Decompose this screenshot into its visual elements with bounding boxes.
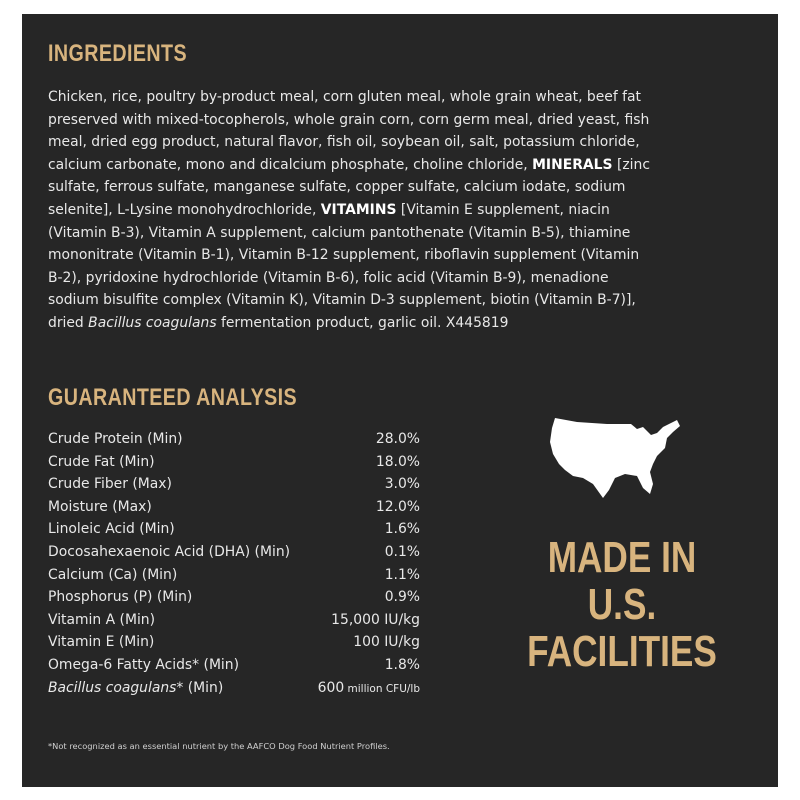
analysis-row: Omega-6 Fatty Acids* (Min) 1.8%: [48, 654, 420, 677]
analysis-row: Docosahexaenoic Acid (DHA) (Min) 0.1%: [48, 541, 420, 564]
ingredients-text: Chicken, rice, poultry by-product meal, …: [48, 86, 758, 335]
ingredients-line: sulfate, ferrous sulfate, manganese sulf…: [48, 179, 626, 196]
ingredients-fragment: dried: [48, 314, 89, 331]
made-in-usa-badge: MADE IN U.S. FACILITIES: [487, 534, 757, 675]
ingredients-line: mononitrate (Vitamin B-1), Vitamin B-12 …: [48, 247, 640, 264]
bacillus-label-italic: Bacillus coagulans: [48, 679, 177, 696]
analysis-label: Vitamin A (Min): [48, 611, 156, 628]
ingredients-fragment: selenite], L-Lysine monohydrochloride,: [48, 201, 321, 218]
analysis-row: Vitamin A (Min) 15,000 IU/kg: [48, 609, 420, 632]
analysis-value: 1.8%: [384, 656, 420, 673]
guaranteed-analysis-heading: GUARANTEED ANALYSIS: [48, 384, 298, 411]
ingredients-heading: INGREDIENTS: [48, 40, 188, 67]
analysis-value: 0.1%: [384, 543, 420, 560]
analysis-row: Bacillus coagulans* (Min) 600 million CF…: [48, 677, 420, 700]
minerals-label: MINERALS: [532, 156, 613, 173]
ingredients-line: sodium bisulfite complex (Vitamin K), Vi…: [48, 292, 636, 309]
analysis-row: Calcium (Ca) (Min) 1.1%: [48, 564, 420, 587]
analysis-label: Phosphorus (P) (Min): [48, 589, 193, 606]
analysis-label: Crude Protein (Min): [48, 431, 183, 447]
analysis-value: 28.0%: [375, 431, 420, 447]
analysis-label: Docosahexaenoic Acid (DHA) (Min): [48, 543, 291, 560]
analysis-label: Linoleic Acid (Min): [48, 521, 175, 538]
ingredients-line: dried Bacillus coagulans fermentation pr…: [48, 312, 758, 335]
analysis-label: Bacillus coagulans* (Min): [48, 677, 223, 700]
ingredients-line: Chicken, rice, poultry by-product meal, …: [48, 89, 641, 105]
analysis-value: 15,000 IU/kg: [331, 611, 420, 628]
analysis-value: 1.6%: [384, 521, 420, 538]
analysis-value: 12.0%: [375, 498, 420, 515]
analysis-label: Crude Fiber (Max): [48, 476, 172, 493]
analysis-row: Linoleic Acid (Min) 1.6%: [48, 518, 420, 541]
ingredients-line: preserved with mixed-tocopherols, whole …: [48, 111, 650, 128]
analysis-value: 0.9%: [384, 589, 420, 606]
ingredients-fragment: fermentation product, garlic oil. X44581…: [216, 314, 509, 331]
analysis-value: 100 IU/kg: [353, 634, 420, 651]
ingredients-line: selenite], L-Lysine monohydrochloride, V…: [48, 199, 758, 222]
bacillus-unit: million CFU/lb: [344, 682, 421, 695]
bacillus-value: 600: [317, 679, 345, 696]
analysis-label: Calcium (Ca) (Min): [48, 566, 178, 583]
analysis-row: Crude Fat (Min) 18.0%: [48, 451, 420, 474]
analysis-label: Vitamin E (Min): [48, 634, 155, 651]
badge-line: MADE IN: [547, 533, 697, 582]
ingredients-line: B-2), pyridoxine hydrochloride (Vitamin …: [48, 269, 609, 286]
analysis-row: Phosphorus (P) (Min) 0.9%: [48, 586, 420, 609]
analysis-row: Crude Fiber (Max) 3.0%: [48, 473, 420, 496]
analysis-row: Crude Protein (Min) 28.0%: [48, 428, 420, 451]
nutrition-panel: INGREDIENTS Chicken, rice, poultry by-pr…: [22, 14, 778, 787]
analysis-label: Omega-6 Fatty Acids* (Min): [48, 656, 240, 673]
aafco-footnote: *Not recognized as an essential nutrient…: [48, 741, 390, 751]
ingredients-fragment: [zinc: [612, 156, 650, 173]
analysis-label: Moisture (Max): [48, 498, 152, 515]
analysis-row: Moisture (Max) 12.0%: [48, 496, 420, 519]
usa-map-icon: [550, 418, 680, 498]
analysis-label: Crude Fat (Min): [48, 453, 155, 470]
ingredients-fragment: calcium carbonate, mono and dicalcium ph…: [48, 156, 533, 173]
ingredients-line: calcium carbonate, mono and dicalcium ph…: [48, 154, 758, 177]
ingredients-fragment: [Vitamin E supplement, niacin: [396, 201, 610, 218]
badge-line: U.S.: [587, 580, 657, 629]
bacillus-name: Bacillus coagulans: [88, 314, 217, 331]
analysis-value: 600 million CFU/lb: [318, 677, 420, 701]
analysis-value: 3.0%: [384, 476, 420, 493]
ingredients-line: (Vitamin B-3), Vitamin A supplement, cal…: [48, 224, 631, 241]
analysis-value: 18.0%: [375, 453, 420, 470]
vitamins-label: VITAMINS: [320, 201, 397, 218]
guaranteed-analysis-table: Crude Protein (Min) 28.0% Crude Fat (Min)…: [48, 428, 420, 699]
badge-line: FACILITIES: [527, 627, 717, 676]
analysis-row: Vitamin E (Min) 100 IU/kg: [48, 631, 420, 654]
bacillus-label-rest: * (Min): [176, 679, 224, 696]
ingredients-line: meal, dried egg product, natural flavor,…: [48, 134, 640, 151]
analysis-value: 1.1%: [384, 566, 420, 583]
